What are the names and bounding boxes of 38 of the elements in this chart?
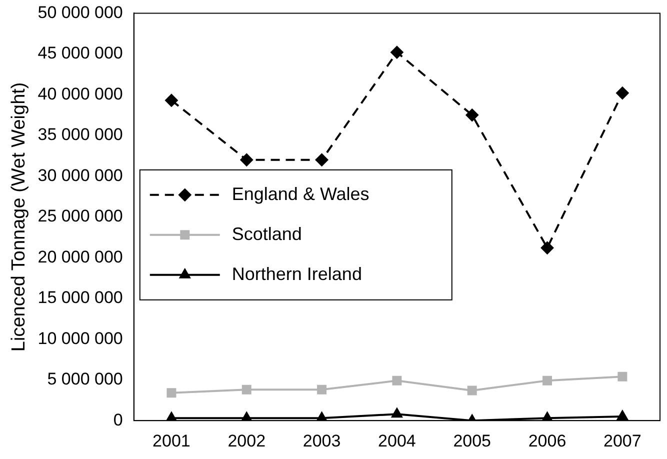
y-tick-label: 35 000 000: [38, 125, 123, 144]
x-tick-label: 2001: [152, 431, 190, 450]
x-tick-label: 2007: [604, 431, 642, 450]
x-tick-label: 2006: [528, 431, 566, 450]
point: [390, 46, 404, 59]
point: [317, 384, 327, 394]
point: [240, 153, 254, 166]
y-tick-label: 30 000 000: [38, 166, 123, 185]
legend-label: England & Wales: [232, 184, 370, 204]
y-axis-title: Licenced Tonnage (Wet Weight): [8, 82, 30, 352]
y-tick-label: 25 000 000: [38, 206, 123, 226]
x-tick-label: 2004: [378, 431, 416, 450]
point: [315, 153, 328, 166]
point: [166, 388, 176, 398]
point: [616, 410, 628, 420]
legend-label: Scotland: [232, 224, 302, 244]
point: [618, 372, 628, 382]
point: [467, 386, 477, 396]
x-tick-label: 2002: [228, 431, 266, 450]
point: [466, 108, 479, 122]
y-tick-label: 10 000 000: [38, 328, 123, 348]
y-tick-label: 15 000 000: [38, 288, 123, 308]
legend-label: Northern Ireland: [232, 264, 362, 284]
x-tick-label: 2003: [302, 431, 341, 450]
x-tick-label: 2005: [453, 431, 492, 450]
point: [540, 241, 554, 254]
y-tick-label: 5 000 000: [47, 370, 123, 389]
point: [616, 86, 629, 100]
y-tick-label: 20 000 000: [38, 247, 123, 266]
y-tick-label: 0: [113, 410, 123, 430]
point: [242, 384, 252, 394]
y-tick-label: 40 000 000: [38, 84, 123, 104]
point: [164, 94, 178, 107]
y-tick-label: 50 000 000: [38, 2, 123, 22]
y-tick-label: 45 000 000: [38, 44, 123, 63]
point: [391, 408, 403, 418]
point: [542, 376, 552, 386]
point: [392, 376, 402, 386]
